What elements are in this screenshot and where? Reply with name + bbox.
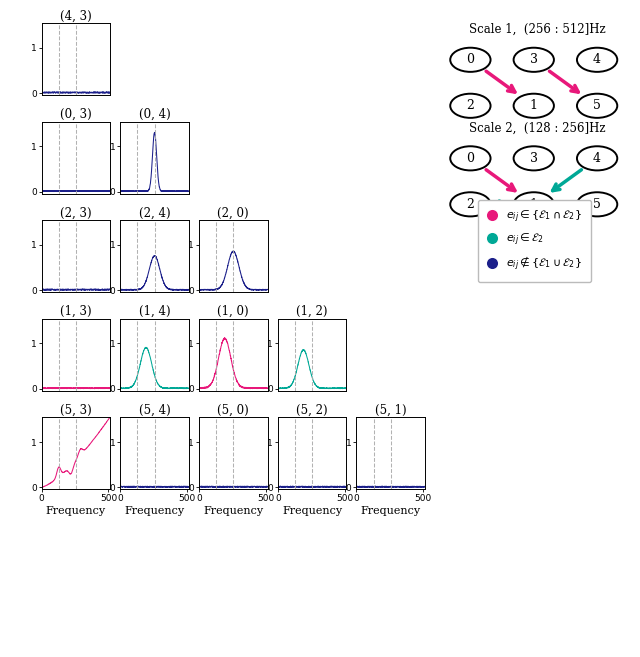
Text: 1: 1 bbox=[530, 198, 538, 211]
Circle shape bbox=[514, 94, 554, 118]
Text: 4: 4 bbox=[593, 53, 601, 66]
Title: (2, 3): (2, 3) bbox=[60, 206, 92, 219]
Text: 2: 2 bbox=[467, 99, 474, 112]
Legend: $e_{ij} \in \{\mathcal{E}_1 \cap \mathcal{E}_2\}$, $e_{ij} \in \mathcal{E}_2$, $: $e_{ij} \in \{\mathcal{E}_1 \cap \mathca… bbox=[477, 200, 591, 282]
X-axis label: Frequency: Frequency bbox=[361, 506, 420, 516]
Circle shape bbox=[514, 48, 554, 72]
Text: 3: 3 bbox=[530, 53, 538, 66]
Title: (4, 3): (4, 3) bbox=[60, 9, 92, 22]
Title: (5, 0): (5, 0) bbox=[218, 403, 249, 417]
Circle shape bbox=[577, 48, 617, 72]
Text: 0: 0 bbox=[467, 152, 474, 165]
Text: 5: 5 bbox=[593, 198, 601, 211]
Circle shape bbox=[451, 147, 491, 170]
Title: (1, 0): (1, 0) bbox=[218, 305, 249, 318]
Circle shape bbox=[577, 193, 617, 216]
X-axis label: Frequency: Frequency bbox=[125, 506, 184, 516]
Circle shape bbox=[514, 147, 554, 170]
Title: (0, 4): (0, 4) bbox=[139, 108, 170, 121]
Text: 0: 0 bbox=[467, 53, 474, 66]
X-axis label: Frequency: Frequency bbox=[204, 506, 263, 516]
X-axis label: Frequency: Frequency bbox=[46, 506, 106, 516]
Title: (5, 1): (5, 1) bbox=[375, 403, 406, 417]
Circle shape bbox=[451, 48, 491, 72]
Title: (0, 3): (0, 3) bbox=[60, 108, 92, 121]
Title: (5, 4): (5, 4) bbox=[139, 403, 170, 417]
Title: (5, 3): (5, 3) bbox=[60, 403, 92, 417]
Title: (1, 2): (1, 2) bbox=[296, 305, 328, 318]
Circle shape bbox=[577, 94, 617, 118]
Title: (2, 4): (2, 4) bbox=[139, 206, 170, 219]
Text: Scale 1,  (256 : 512]Hz: Scale 1, (256 : 512]Hz bbox=[469, 23, 606, 36]
Circle shape bbox=[451, 193, 491, 216]
Text: 1: 1 bbox=[530, 99, 538, 112]
X-axis label: Frequency: Frequency bbox=[282, 506, 342, 516]
Title: (1, 3): (1, 3) bbox=[60, 305, 92, 318]
Title: (1, 4): (1, 4) bbox=[139, 305, 170, 318]
Text: Scale 2,  (128 : 256]Hz: Scale 2, (128 : 256]Hz bbox=[469, 122, 606, 135]
Title: (5, 2): (5, 2) bbox=[296, 403, 328, 417]
Text: 3: 3 bbox=[530, 152, 538, 165]
Circle shape bbox=[577, 147, 617, 170]
Text: 5: 5 bbox=[593, 99, 601, 112]
Circle shape bbox=[514, 193, 554, 216]
Title: (2, 0): (2, 0) bbox=[218, 206, 249, 219]
Text: 4: 4 bbox=[593, 152, 601, 165]
Circle shape bbox=[451, 94, 491, 118]
Text: 2: 2 bbox=[467, 198, 474, 211]
